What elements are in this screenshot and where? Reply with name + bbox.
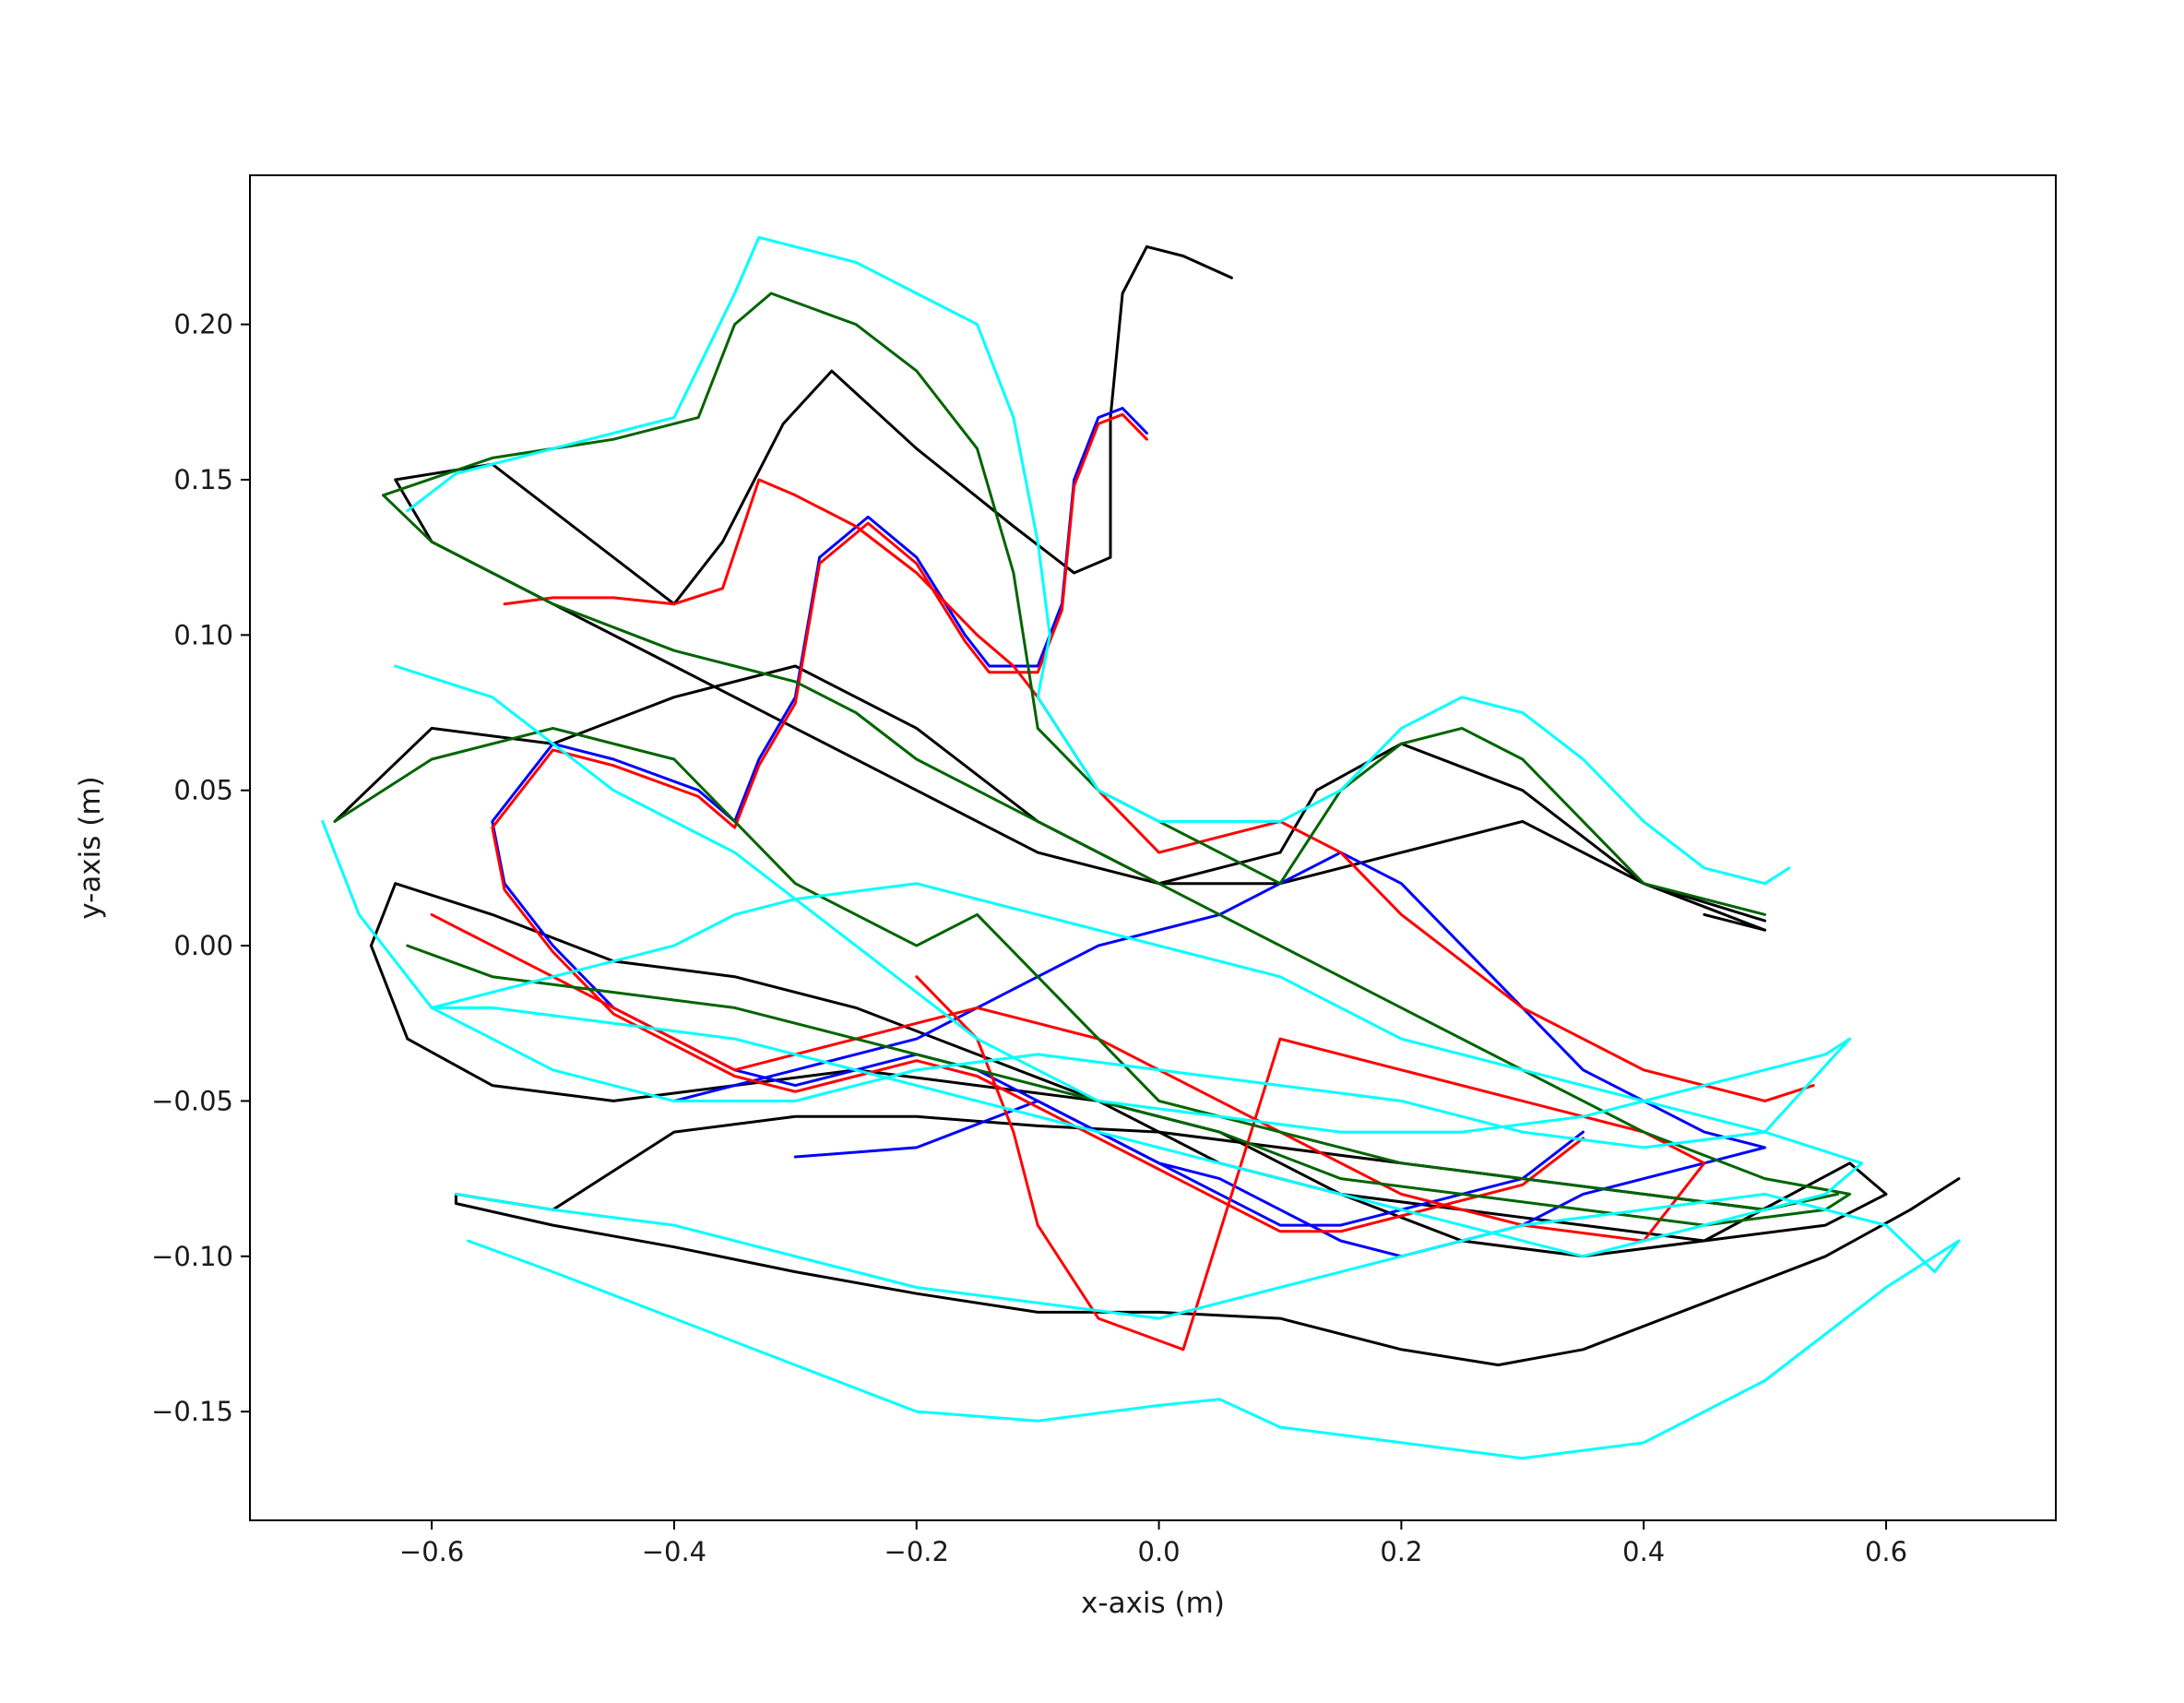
y-tick-label: −0.15 [151, 1396, 233, 1427]
x-tick-label: −0.2 [884, 1536, 949, 1567]
trajectory-line-10 [382, 292, 1767, 916]
x-tick-label: 0.4 [1622, 1536, 1665, 1567]
x-tick-label: −0.6 [399, 1536, 464, 1567]
y-axis-ticks: −0.15 −0.10 −0.05 0.00 0.05 0.10 0.15 0.20 [151, 309, 250, 1427]
plot-frame [249, 174, 2057, 1521]
y-tick-label: −0.10 [151, 1241, 233, 1272]
y-tick-label: 0.10 [173, 619, 233, 650]
y-tick-label: −0.05 [151, 1085, 233, 1116]
trajectory-line-12 [333, 726, 1839, 1211]
y-tick-label: 0.20 [173, 309, 233, 340]
x-tick-label: 0.0 [1138, 1536, 1181, 1567]
trajectory-line-15 [321, 664, 1852, 1149]
x-tick-label: −0.4 [642, 1536, 706, 1567]
trajectory-line-16 [430, 882, 1864, 1258]
trajectory-line-11 [382, 494, 1852, 1227]
x-axis-ticks: −0.6 −0.4 −0.2 0.0 0.2 0.4 0.6 [399, 1520, 1907, 1567]
y-axis-label: y-axis (m) [74, 776, 107, 919]
x-tick-label: 0.6 [1865, 1536, 1907, 1567]
y-tick-label: 0.15 [173, 464, 233, 495]
trajectory-line-14 [454, 1192, 1961, 1460]
trajectory-line-8 [503, 478, 1815, 1102]
y-tick-label: 0.00 [173, 930, 233, 961]
series-layer [321, 235, 1961, 1460]
trajectory-line-13 [406, 235, 1791, 886]
x-tick-label: 0.2 [1380, 1536, 1422, 1567]
x-axis-label: x-axis (m) [1081, 1587, 1225, 1620]
trajectory-line-7 [491, 412, 1585, 1233]
y-tick-label: 0.05 [173, 775, 233, 806]
trajectory-line-3 [369, 882, 1888, 1258]
